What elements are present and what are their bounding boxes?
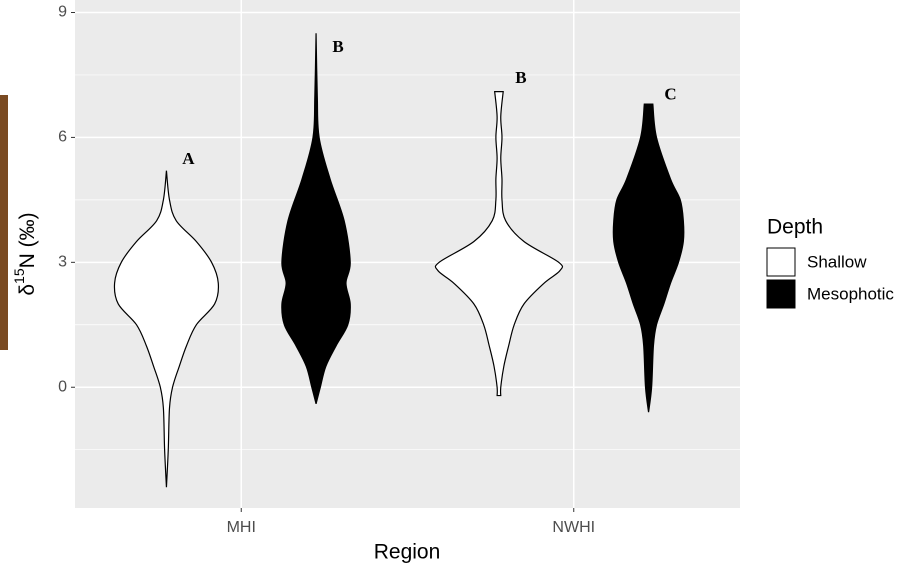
grid: [75, 0, 740, 508]
violins: [113, 33, 685, 488]
legend-key: [766, 247, 796, 277]
x-axis-title: Region: [374, 541, 441, 564]
y-tick-label: 9: [58, 4, 67, 21]
y-tick-label: 3: [58, 254, 67, 271]
violin: [113, 170, 220, 488]
legend-title: Depth: [767, 216, 823, 239]
violin: [434, 91, 564, 397]
violin: [612, 103, 685, 413]
legend-key: [766, 279, 796, 309]
y-title-sup: 15: [11, 268, 27, 284]
annotation: B: [332, 37, 343, 56]
y-axis-title: δ15N (‰): [11, 212, 39, 295]
legend-label: Mesophotic: [807, 284, 894, 303]
y-tick-label: 0: [58, 378, 67, 395]
y-tick-label: 6: [58, 129, 67, 146]
violin: [281, 33, 351, 405]
legend-label: Shallow: [807, 252, 867, 271]
x-tick-label: MHI: [227, 519, 256, 536]
x-tick-label: NWHI: [552, 519, 595, 536]
annotation: B: [515, 68, 526, 87]
annotation: A: [182, 149, 195, 168]
y-title-suffix: N (‰): [16, 212, 39, 268]
annotation: C: [664, 85, 676, 104]
cropped-image-edge: [0, 95, 8, 350]
y-title-prefix: δ: [16, 284, 39, 296]
